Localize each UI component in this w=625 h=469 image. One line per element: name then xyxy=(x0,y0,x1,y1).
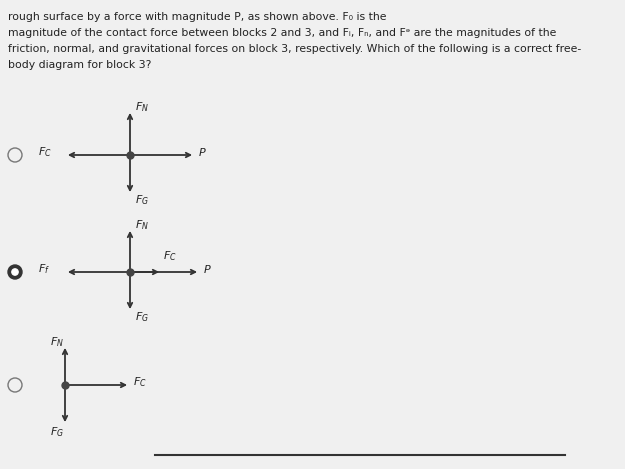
Text: $\mathit{F}_N$: $\mathit{F}_N$ xyxy=(135,100,149,114)
Text: body diagram for block 3?: body diagram for block 3? xyxy=(8,60,151,70)
Circle shape xyxy=(8,265,22,279)
Circle shape xyxy=(12,269,18,275)
Text: $\mathit{F}_C$: $\mathit{F}_C$ xyxy=(133,375,147,389)
Text: $\mathit{F}_N$: $\mathit{F}_N$ xyxy=(50,335,64,349)
Text: magnitude of the contact force between blocks 2 and 3, and Fᵢ, Fₙ, and Fᵊ are th: magnitude of the contact force between b… xyxy=(8,28,556,38)
Text: $\mathit{F}_G$: $\mathit{F}_G$ xyxy=(135,310,149,324)
Text: $\mathit{P}$: $\mathit{P}$ xyxy=(198,146,207,158)
Text: rough surface by a force with magnitude P, as shown above. F₀ is the: rough surface by a force with magnitude … xyxy=(8,12,386,22)
Text: $\mathit{F}_C$: $\mathit{F}_C$ xyxy=(38,145,52,159)
Text: $\mathit{F}_f$: $\mathit{F}_f$ xyxy=(38,262,50,276)
Text: $\mathit{F}_G$: $\mathit{F}_G$ xyxy=(135,193,149,207)
Text: $\mathit{P}$: $\mathit{P}$ xyxy=(203,263,212,275)
Text: friction, normal, and gravitational forces on block 3, respectively. Which of th: friction, normal, and gravitational forc… xyxy=(8,44,581,54)
Text: $\mathit{F}_C$: $\mathit{F}_C$ xyxy=(163,249,177,263)
Text: $\mathit{F}_G$: $\mathit{F}_G$ xyxy=(50,425,64,439)
Text: $\mathit{F}_N$: $\mathit{F}_N$ xyxy=(135,218,149,232)
